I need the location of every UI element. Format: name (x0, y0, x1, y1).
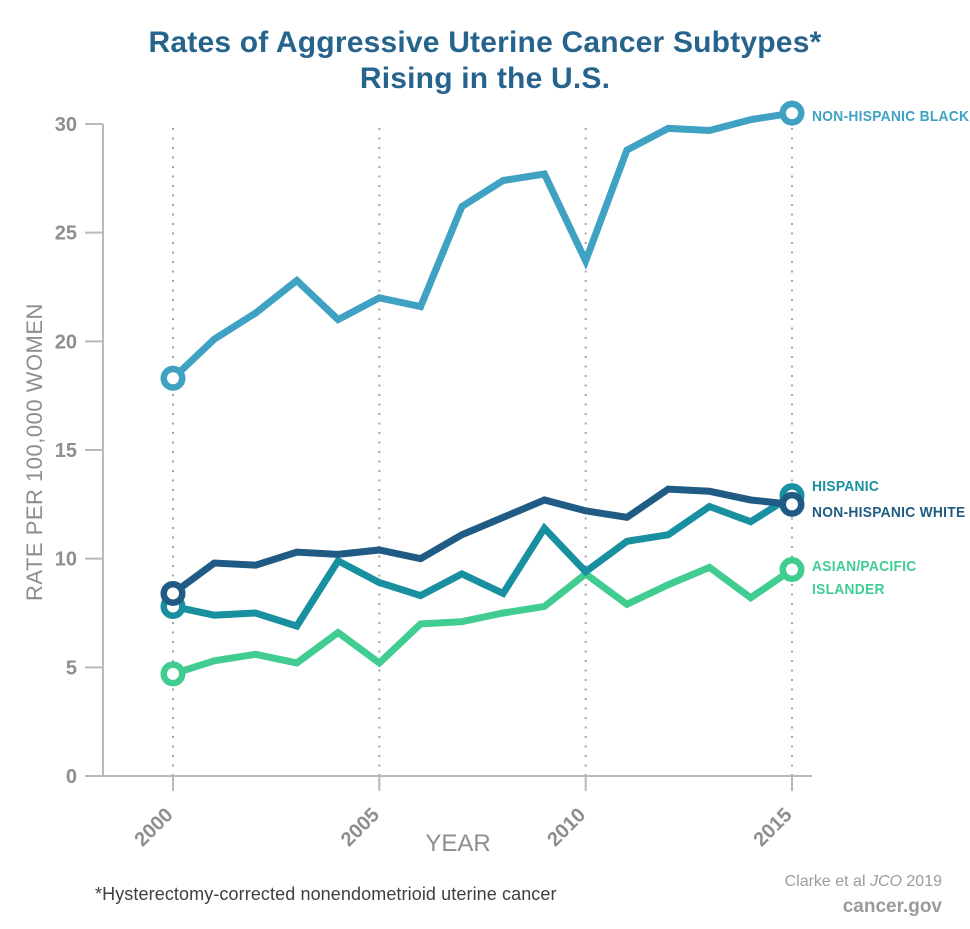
chart-title-line1: Rates of Aggressive Uterine Cancer Subty… (148, 26, 822, 59)
series-label-non-hispanic-white: NON-HISPANIC WHITE (812, 504, 966, 521)
y-tick-label-25: 25 (55, 223, 77, 245)
credit-line: Clarke et al JCO 2019 (785, 873, 942, 891)
x-axis-title: YEAR (425, 830, 490, 857)
series-label-asian-pacific-line1: ASIAN/PACIFIC (812, 558, 917, 575)
line-asian-pacific-islander (169, 563, 796, 678)
x-tick-label-2015: 2015 (750, 804, 797, 851)
chart-title-line2: Rising in the U.S. (359, 62, 611, 95)
x-tick-label-2005: 2005 (337, 804, 384, 851)
y-tick-label-15: 15 (55, 440, 77, 462)
y-axis-title: RATE PER 100,000 WOMEN (22, 303, 47, 601)
x-tick-label-2000: 2000 (131, 804, 178, 851)
x-tick-label-2010: 2010 (543, 804, 590, 851)
credit-prefix: Clarke et al (784, 873, 870, 890)
series-label-hispanic: HISPANIC (812, 478, 880, 495)
y-tick-label-0: 0 (66, 766, 77, 788)
footnote: *Hysterectomy-corrected nonendometrioid … (95, 884, 557, 904)
y-tick-label-10: 10 (55, 549, 77, 571)
marker-2000-non-hispanic-white (160, 580, 186, 606)
site-credit: cancer.gov (842, 896, 942, 917)
marker-2000-asian-pacific-islander (160, 661, 186, 687)
marker-2000-non-hispanic-black (160, 365, 186, 391)
line-non-hispanic-white (169, 485, 796, 597)
marker-2015-asian-pacific-islander (779, 557, 805, 583)
marker-2015-non-hispanic-white (779, 491, 805, 517)
credit-journal: JCO (869, 873, 902, 890)
line-non-hispanic-black (169, 109, 796, 382)
y-tick-label-20: 20 (55, 331, 77, 353)
y-tick-label-5: 5 (66, 657, 77, 679)
series-label-non-hispanic-black: NON-HISPANIC BLACK (812, 108, 970, 125)
line-hispanic (169, 492, 796, 631)
series-label-asian-pacific-line2: ISLANDER (812, 581, 885, 598)
y-tick-label-30: 30 (55, 114, 77, 136)
marker-2015-non-hispanic-black (779, 100, 805, 126)
credit-year: 2019 (901, 873, 942, 890)
